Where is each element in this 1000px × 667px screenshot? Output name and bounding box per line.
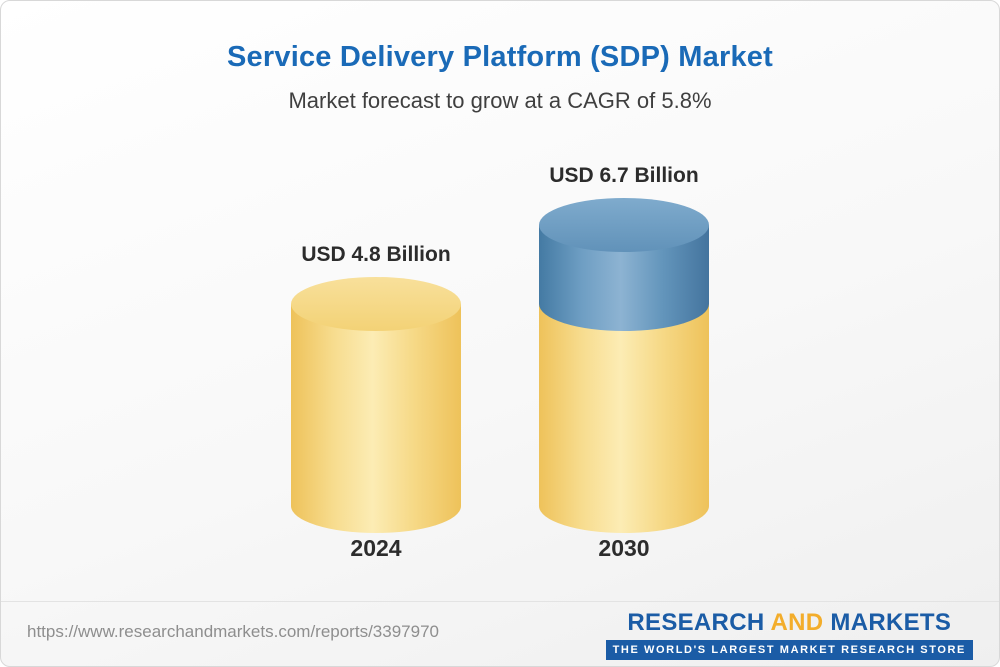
logo-wordmark: RESEARCH AND MARKETS xyxy=(606,609,973,637)
category-label-2030: 2030 xyxy=(598,535,650,561)
footer: https://www.researchandmarkets.com/repor… xyxy=(1,601,999,666)
logo-tagline: THE WORLD'S LARGEST MARKET RESEARCH STOR… xyxy=(605,640,973,660)
logo-word-and: AND xyxy=(770,609,824,636)
logo-word-research: RESEARCH xyxy=(627,609,765,636)
value-label-2024: USD 4.8 Billion xyxy=(301,243,451,267)
cylinder-base-segment xyxy=(291,304,461,533)
cylinder-top-ellipse xyxy=(539,197,709,252)
cylinder-top-ellipse xyxy=(291,277,461,332)
logo-word-markets: MARKETS xyxy=(830,609,952,636)
cylinder-base-segment xyxy=(539,304,709,533)
chart-subtitle: Market forecast to grow at a CAGR of 5.8… xyxy=(288,88,712,113)
chart-title: Service Delivery Platform (SDP) Market xyxy=(227,41,773,73)
value-label-2030: USD 6.7 Billion xyxy=(549,163,699,187)
report-url: https://www.researchandmarkets.com/repor… xyxy=(27,622,439,641)
category-label-2024: 2024 xyxy=(350,535,402,561)
researchandmarkets-logo: RESEARCH AND MARKETS THE WORLD'S LARGEST… xyxy=(605,609,973,660)
bar-2024: USD 4.8 Billion 2024 xyxy=(291,1,461,666)
bar-2030: USD 6.7 Billion 2030 xyxy=(539,1,709,666)
